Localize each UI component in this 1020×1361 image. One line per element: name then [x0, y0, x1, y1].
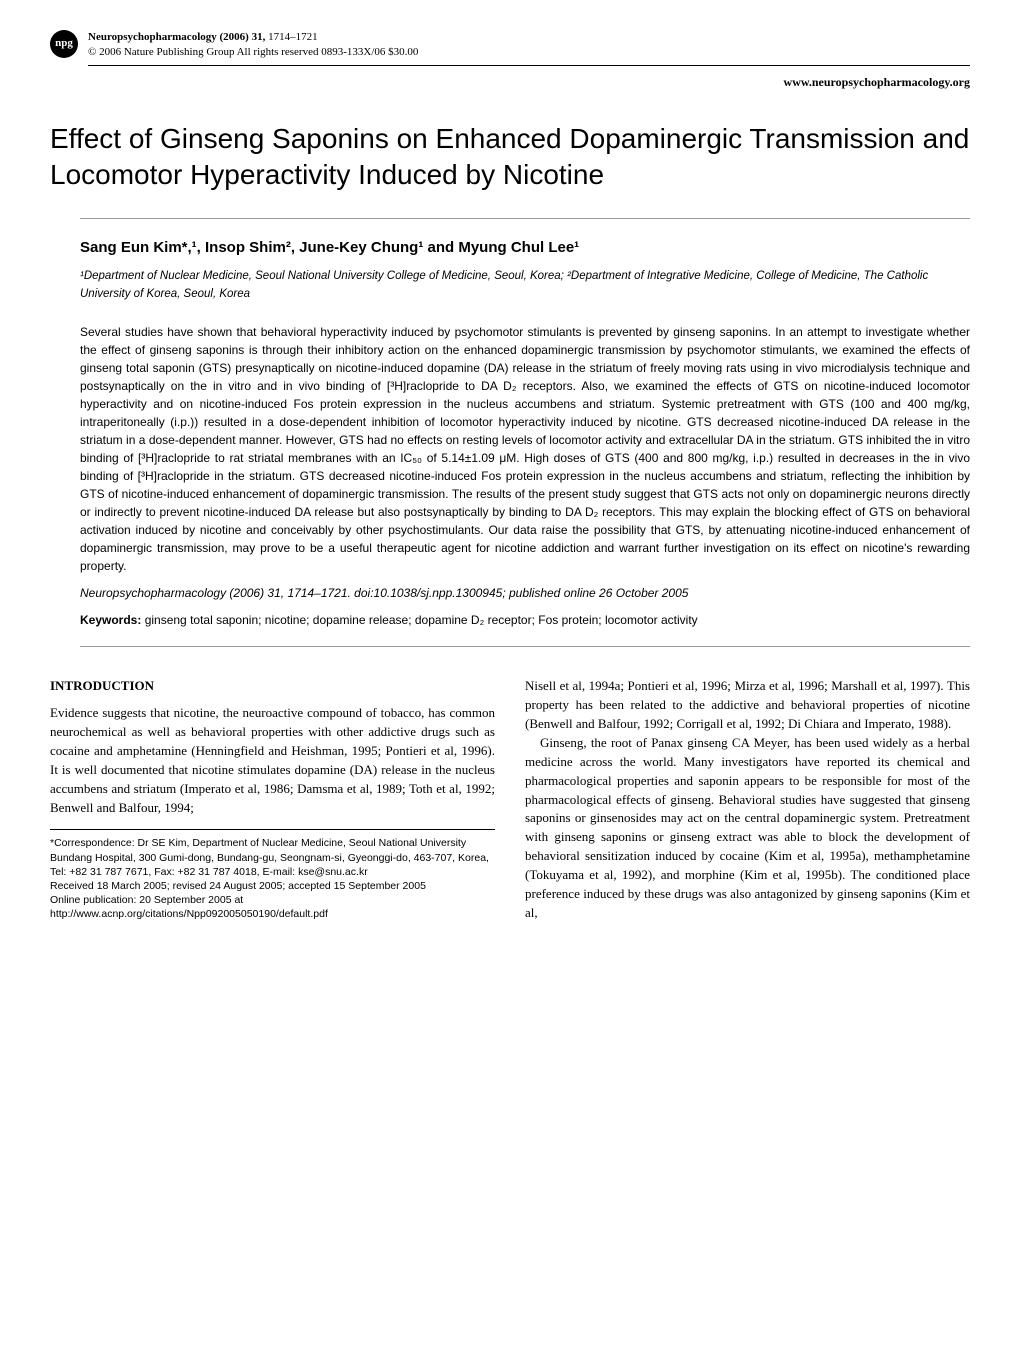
left-column: INTRODUCTION Evidence suggests that nico… [50, 677, 495, 922]
right-column: Nisell et al, 1994a; Pontieri et al, 199… [525, 677, 970, 922]
journal-info: Neuropsychopharmacology (2006) 31, 1714–… [88, 30, 970, 91]
page-range: 1714–1721 [268, 31, 318, 43]
journal-name: Neuropsychopharmacology (2006) 31, [88, 31, 265, 43]
citation-line: Neuropsychopharmacology (2006) 31, 1714–… [80, 585, 970, 602]
intro-paragraph-right-1: Nisell et al, 1994a; Pontieri et al, 199… [525, 677, 970, 734]
affiliations: ¹Department of Nuclear Medicine, Seoul N… [80, 268, 970, 303]
journal-url: www.neuropsychopharmacology.org [88, 74, 970, 91]
footnote-divider [50, 829, 495, 830]
abstract-text: Several studies have shown that behavior… [80, 323, 970, 575]
keywords-label: Keywords: [80, 613, 141, 627]
intro-paragraph-right-2: Ginseng, the root of Panax ginseng CA Me… [525, 734, 970, 922]
journal-line-1: Neuropsychopharmacology (2006) 31, 1714–… [88, 30, 970, 45]
abstract-block: Sang Eun Kim*,¹, Insop Shim², June-Key C… [80, 218, 970, 647]
copyright-line: © 2006 Nature Publishing Group All right… [88, 45, 970, 60]
correspondence-footnote: *Correspondence: Dr SE Kim, Department o… [50, 836, 495, 879]
authors-list: Sang Eun Kim*,¹, Insop Shim², June-Key C… [80, 237, 970, 258]
keywords-text: ginseng total saponin; nicotine; dopamin… [141, 613, 697, 627]
body-columns: INTRODUCTION Evidence suggests that nico… [50, 677, 970, 922]
dates-footnote: Received 18 March 2005; revised 24 Augus… [50, 879, 495, 893]
intro-paragraph-left: Evidence suggests that nicotine, the neu… [50, 704, 495, 817]
page-header: npg Neuropsychopharmacology (2006) 31, 1… [50, 30, 970, 91]
online-pub-footnote: Online publication: 20 September 2005 at… [50, 893, 495, 921]
introduction-heading: INTRODUCTION [50, 677, 495, 696]
npg-logo: npg [50, 30, 78, 58]
header-top-row: npg Neuropsychopharmacology (2006) 31, 1… [50, 30, 970, 91]
header-divider [88, 65, 970, 66]
keywords-line: Keywords: ginseng total saponin; nicotin… [80, 612, 970, 629]
article-title: Effect of Ginseng Saponins on Enhanced D… [50, 121, 970, 194]
